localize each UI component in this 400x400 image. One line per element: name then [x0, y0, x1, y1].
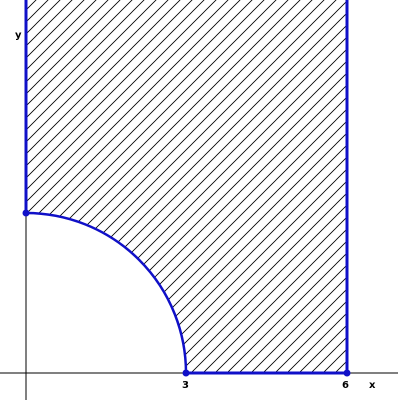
x-axis-label: x — [369, 380, 376, 391]
y-axis-label: y — [15, 30, 22, 41]
quarter-circle-boundary — [25, 211, 188, 374]
shaded-region — [26, 0, 347, 373]
point-x6 — [343, 369, 351, 377]
point-x3 — [182, 369, 190, 377]
tick-label-6: 6 — [342, 380, 349, 391]
tick-label-3: 3 — [182, 380, 189, 391]
point-y-intercept — [22, 209, 30, 217]
